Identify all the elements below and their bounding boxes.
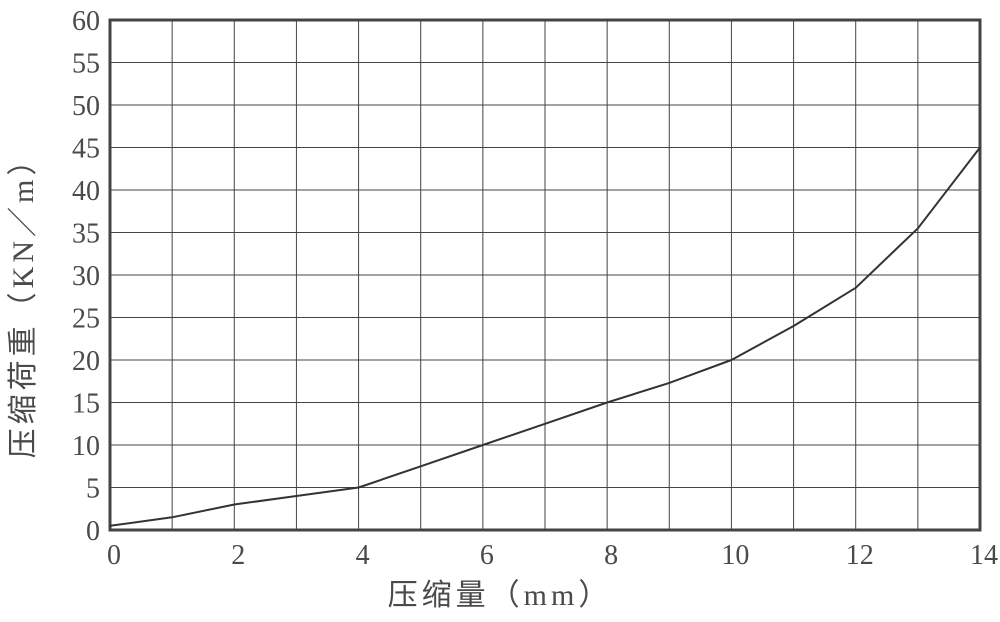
y-tick-label: 40 [72,176,100,207]
y-tick-label: 50 [72,91,100,122]
y-tick-label: 60 [72,6,100,37]
y-tick-label: 55 [72,48,100,79]
y-tick-label: 25 [72,303,100,334]
x-axis-label: 压缩量（mm） [388,570,613,614]
y-axis-label: 压缩荷重（KN／m） [0,142,42,459]
y-tick-label: 30 [72,261,100,292]
y-tick-label: 45 [72,133,100,164]
x-tick-label: 0 [107,540,121,571]
chart-svg: 0 2 4 6 8 10 12 14 0 5 10 15 20 25 30 35 40 45 50 55 60 [0,0,1000,622]
x-tick-label: 10 [721,540,749,571]
y-tick-label: 35 [72,218,100,249]
x-tick-label: 8 [604,540,618,571]
x-tick-label: 12 [846,540,874,571]
x-tick-label: 2 [231,540,245,571]
y-tick-label: 15 [72,388,100,419]
x-tick-label: 6 [480,540,494,571]
y-tick-label: 0 [86,516,100,547]
chart-container: 压缩荷重（KN／m） 0 2 4 6 8 10 12 14 0 5 10 15 20 25 30 35 40 45… [0,0,1000,622]
y-tick-label: 10 [72,431,100,462]
x-tick-label: 4 [356,540,370,571]
y-tick-label: 20 [72,346,100,377]
x-tick-label: 14 [970,540,998,571]
y-tick-label: 5 [86,473,100,504]
